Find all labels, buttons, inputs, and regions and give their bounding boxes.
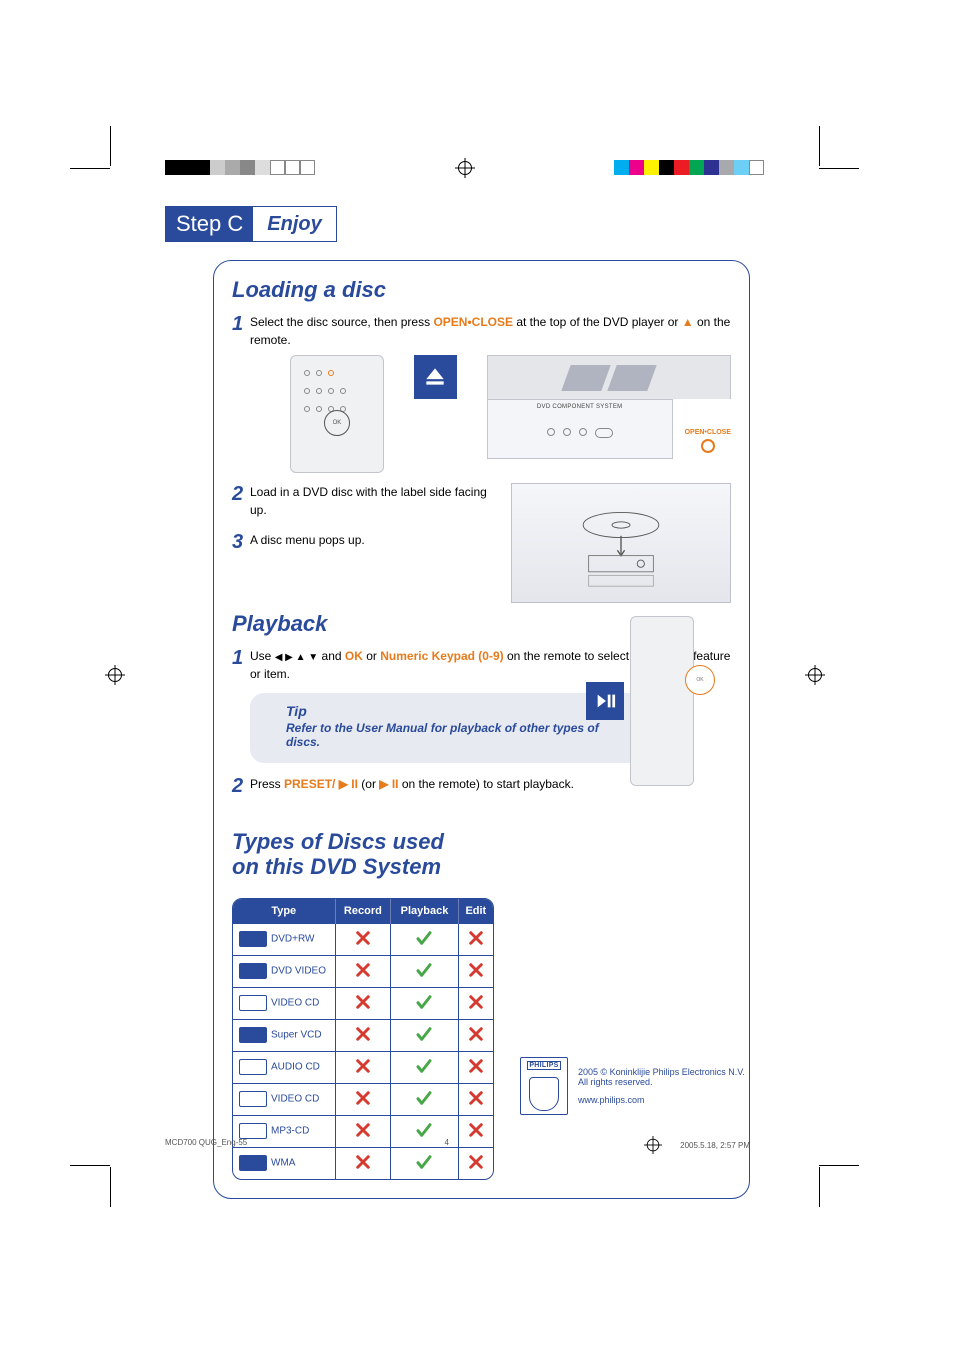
loading-step-3: 3 A disc menu pops up. (232, 531, 491, 549)
x-icon (354, 1099, 372, 1110)
crop-squares-right (614, 160, 764, 175)
dvd-load-illustration (511, 483, 731, 603)
disc-type-label: DVD VIDEO (271, 966, 326, 977)
x-icon (467, 1003, 485, 1014)
step-label: Step C (166, 207, 253, 241)
x-icon (467, 1163, 485, 1174)
table-row: Super VCD (233, 1019, 493, 1051)
table-row: AUDIO CD (233, 1051, 493, 1083)
loading-step-1: 1 Select the disc source, then press OPE… (232, 313, 731, 349)
record-cell (335, 1083, 391, 1115)
edit-cell (458, 1083, 493, 1115)
table-row: VIDEO CD (233, 987, 493, 1019)
x-icon (354, 1067, 372, 1078)
copyright-text: 2005 © Koninklijie Philips Electronics N… (578, 1067, 745, 1077)
step-title: Enjoy (253, 207, 335, 241)
record-cell (335, 1051, 391, 1083)
x-icon (354, 939, 372, 950)
record-cell (335, 955, 391, 987)
play-pause-icon (586, 682, 624, 720)
tip-body: Refer to the User Manual for playback of… (286, 721, 630, 749)
check-icon (415, 1003, 433, 1014)
disc-logo-icon (239, 931, 267, 947)
table-row: DVD VIDEO (233, 955, 493, 987)
open-close-button-icon: OPEN•CLOSE (685, 429, 731, 453)
x-icon (467, 939, 485, 950)
check-icon (415, 971, 433, 982)
ok-button-icon: OK (324, 410, 350, 436)
check-icon (415, 1067, 433, 1078)
disc-type-label: DVD+RW (271, 934, 314, 945)
record-cell (335, 1019, 391, 1051)
edit-cell (458, 955, 493, 987)
edit-cell (458, 923, 493, 955)
eject-icon: ▲ (682, 315, 694, 329)
remote-ok-icon: OK (685, 665, 715, 695)
disc-type-label: MP3-CD (271, 1126, 309, 1137)
record-cell (335, 923, 391, 955)
x-icon (467, 1035, 485, 1046)
table-row: DVD+RW (233, 923, 493, 955)
disc-type-label: VIDEO CD (271, 1094, 319, 1105)
disc-type-label: WMA (271, 1158, 295, 1169)
table-row: VIDEO CD (233, 1083, 493, 1115)
check-icon (415, 1099, 433, 1110)
disc-logo-icon (239, 1123, 267, 1139)
tip-title: Tip (286, 703, 630, 719)
eject-callout-icon (414, 355, 457, 399)
x-icon (467, 1067, 485, 1078)
table-header: Type (233, 899, 335, 924)
nav-arrows-icon: ◀ ▶ ▲ ▼ (275, 652, 319, 663)
disc-logo-icon (239, 995, 267, 1011)
types-heading: Types of Discs used on this DVD System (232, 827, 731, 890)
playback-cell (391, 987, 458, 1019)
check-icon (415, 1035, 433, 1046)
playback-cell (391, 1051, 458, 1083)
dvd-player-illustration: DVD COMPONENT SYSTEM OPEN•CLOSE (487, 355, 731, 459)
disc-logo-icon (239, 1155, 267, 1171)
disc-logo-icon (239, 963, 267, 979)
disc-type-label: Super VCD (271, 1030, 322, 1041)
check-icon (415, 1163, 433, 1174)
remote-illustration: OK (290, 355, 384, 473)
registration-mark-icon (458, 161, 472, 175)
x-icon (354, 1003, 372, 1014)
slug-line: MCD700 QUG_Eng-55 4 2005.5.18, 2:57 PM (165, 1138, 750, 1152)
loading-heading: Loading a disc (232, 275, 731, 313)
playback-cell (391, 1019, 458, 1051)
x-icon (354, 971, 372, 982)
step-badge: Step C Enjoy (165, 206, 337, 242)
playback-cell (391, 1083, 458, 1115)
footer-brand-block: PHILIPS 2005 © Koninklijie Philips Elect… (520, 1057, 750, 1115)
table-header: Edit (458, 899, 493, 924)
disc-logo-icon (239, 1059, 267, 1075)
edit-cell (458, 1051, 493, 1083)
crop-squares-left (165, 160, 315, 175)
brand-url: www.philips.com (578, 1095, 745, 1105)
main-panel: Loading a disc 1 Select the disc source,… (213, 260, 750, 1199)
x-icon (354, 1035, 372, 1046)
playback-cell (391, 955, 458, 987)
x-icon (467, 1099, 485, 1110)
disc-logo-icon (239, 1027, 267, 1043)
disc-type-label: VIDEO CD (271, 998, 319, 1009)
rights-text: All rights reserved. (578, 1077, 745, 1087)
x-icon (354, 1163, 372, 1174)
disc-type-label: AUDIO CD (271, 1062, 320, 1073)
record-cell (335, 987, 391, 1019)
philips-logo-icon: PHILIPS (520, 1057, 568, 1115)
remote-and-play-illustration: OK (586, 616, 746, 786)
edit-cell (458, 1019, 493, 1051)
registration-mark-icon (647, 1139, 660, 1152)
table-header: Record (335, 899, 391, 924)
edit-cell (458, 987, 493, 1019)
disc-logo-icon (239, 1091, 267, 1107)
registration-mark-icon (108, 668, 122, 682)
check-icon (415, 939, 433, 950)
registration-mark-icon (808, 668, 822, 682)
x-icon (467, 971, 485, 982)
loading-step-2: 2 Load in a DVD disc with the label side… (232, 483, 491, 519)
playback-cell (391, 923, 458, 955)
table-header: Playback (391, 899, 458, 924)
